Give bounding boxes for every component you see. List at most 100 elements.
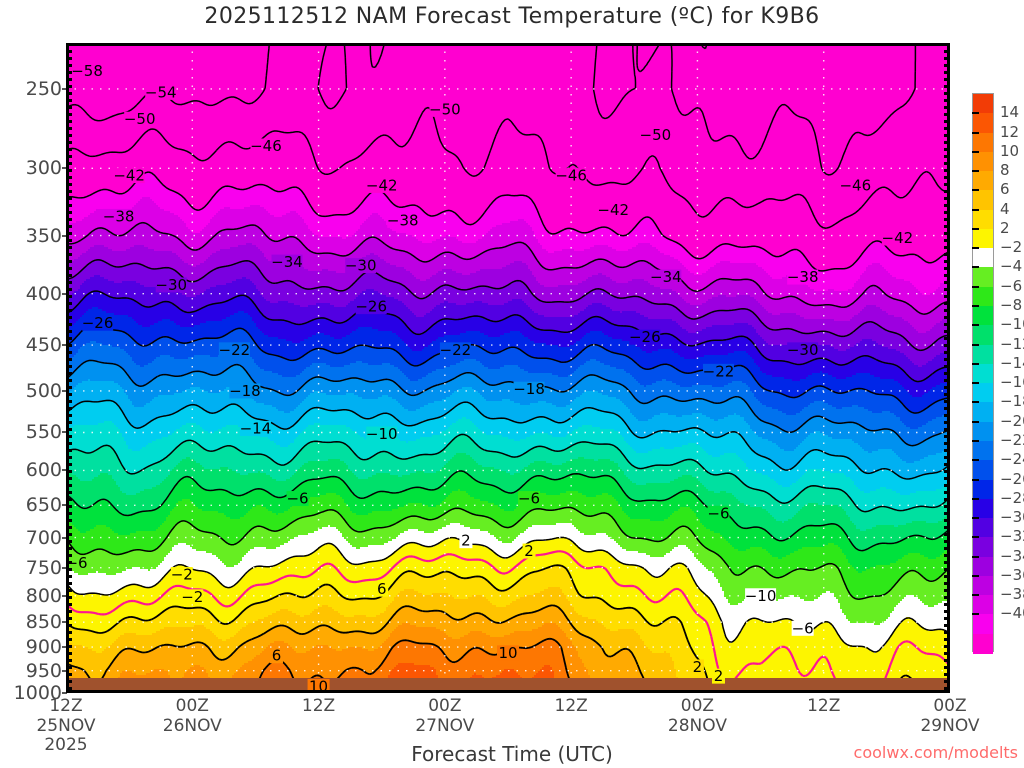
contour-label-halo	[124, 111, 156, 127]
x-axis-year: 2025	[44, 735, 88, 756]
colorbar-swatch	[973, 306, 993, 326]
colorbar-swatch	[973, 556, 993, 577]
contour-label-halo	[286, 491, 309, 507]
x-axis-title: Forecast Time (UTC)	[411, 742, 613, 766]
y-axis-label: 250	[25, 77, 62, 100]
colorbar-swatch	[973, 421, 993, 442]
contour-label: −54	[145, 83, 177, 101]
contour-label: −2	[181, 588, 203, 606]
contour-label-halo	[459, 533, 473, 549]
contour-label-halo	[366, 426, 398, 442]
colorbar-swatch	[973, 171, 993, 191]
colorbar-swatch	[973, 440, 993, 461]
colorbar-tick	[972, 247, 979, 250]
contour-label-halo	[113, 168, 145, 184]
colorbar-tick	[972, 401, 979, 404]
contour-label: −42	[366, 176, 398, 194]
contour-label-halo	[597, 202, 629, 218]
y-axis-tick	[62, 692, 67, 694]
contour-label-halo	[702, 363, 734, 379]
colorbar-swatch	[973, 151, 993, 172]
contour-label-halo	[345, 258, 377, 274]
contour-label: 2	[714, 667, 724, 685]
x-axis: 12Z 25NOV 2025 00Z 26NOV 12Z 00Z 27NOV 12Z 00Z 28N…	[0, 696, 1024, 757]
plot-canvas: −58 −54 −50 −50 −50 −46 −46 −46 −42 −42 −42 −42 −38 −…	[66, 43, 950, 693]
contour-label-halo	[269, 648, 283, 664]
colorbar-swatch	[973, 190, 993, 211]
colorbar-tick	[972, 478, 979, 481]
y-axis-label: 400	[25, 282, 62, 305]
y-axis-tick	[62, 566, 67, 569]
colorbar-tick-label: −12	[1000, 334, 1024, 353]
contour-label-halo	[707, 505, 730, 521]
contour-fill-svg: −58 −54 −50 −50 −50 −46 −46 −46 −42 −42 −42 −42 −38 −…	[66, 43, 950, 693]
title-text: 2025112512 NAM Forecast Temperature (ºC)…	[204, 4, 820, 29]
colorbar-tick-label: 14	[1000, 103, 1020, 122]
contour-line	[66, 221, 950, 315]
colorbar[interactable]	[972, 93, 994, 654]
contour-label: −10	[745, 587, 777, 605]
contour-label: −26	[82, 314, 114, 332]
colorbar-tick-label: −20	[1000, 411, 1024, 430]
y-axis-tick	[62, 344, 67, 347]
colorbar-tick-label: 10	[1000, 141, 1020, 160]
contour-label: −30	[787, 341, 819, 359]
y-axis-label: 600	[25, 459, 62, 482]
contour-lines	[66, 43, 950, 693]
contour-label: −38	[103, 207, 135, 225]
y-axis-label: 350	[25, 224, 62, 247]
x-axis-label: 12Z	[302, 696, 335, 717]
colorbar-tick	[972, 324, 979, 327]
y-axis-label: 700	[25, 526, 62, 549]
contour-label: −38	[387, 211, 419, 229]
colorbar-swatch	[973, 267, 993, 288]
colorbar-swatch	[973, 575, 993, 596]
colorbar-tick-label: −30	[1000, 508, 1024, 527]
contour-label-halo	[355, 299, 387, 315]
contour-label-halo	[518, 491, 541, 507]
contour-label-halo	[522, 543, 536, 559]
y-axis-tick	[62, 621, 67, 624]
contour-label: −42	[113, 167, 145, 185]
colorbar-tick-label: −24	[1000, 450, 1024, 469]
contour-label-halo	[218, 342, 250, 358]
y-axis: 250 300 350 400 450 500 550 600 650 700 750 800 850 9…	[0, 43, 67, 704]
colorbar-tick-label: 4	[1000, 199, 1010, 218]
watermark: coolwx.com/modelts	[853, 743, 1018, 762]
contour-label: −34	[650, 268, 682, 286]
contour-label: −34	[271, 253, 303, 271]
contour-label-halo	[439, 342, 471, 358]
colorbar-tick	[972, 439, 979, 442]
colorbar-tick-label: −14	[1000, 353, 1024, 372]
contour-label-halo	[429, 101, 461, 117]
contour-line	[66, 506, 950, 600]
contour-label: 10	[498, 644, 517, 662]
colorbar-tick	[972, 362, 979, 365]
contour-label: −50	[429, 100, 461, 118]
contour-label-halo	[839, 177, 871, 193]
contour-label-halo	[250, 138, 282, 154]
contour-label-halo	[787, 342, 819, 358]
x-axis-date: 25NOV	[36, 715, 96, 736]
y-axis-tick	[62, 292, 67, 295]
contour-label-halo	[513, 381, 545, 397]
y-axis-tick	[62, 536, 67, 539]
plot-frame	[66, 43, 950, 693]
colorbar-gradient	[972, 93, 994, 654]
page-title: 2025112512 NAM Forecast Temperature (ºC)…	[0, 4, 1024, 29]
colorbar-tick-label: 2	[1000, 218, 1010, 237]
colorbar-tick-label: 8	[1000, 161, 1010, 180]
colorbar-tick-label: −18	[1000, 392, 1024, 411]
plot-area[interactable]: −58 −54 −50 −50 −50 −46 −46 −46 −42 −42 −42 −42 −38 −…	[66, 43, 950, 693]
colorbar-tick	[972, 497, 979, 500]
x-axis-label: 00Z 26NOV	[163, 696, 222, 736]
y-axis-label: 500	[25, 379, 62, 402]
colorbar-tick	[972, 574, 979, 577]
contour-label: −26	[629, 328, 661, 346]
colorbar-tick-label: −10	[1000, 315, 1024, 334]
contour-label-halo	[71, 63, 103, 79]
contour-label-halo	[745, 588, 777, 604]
colorbar-swatch	[973, 132, 993, 153]
colorbar-swatch	[973, 325, 993, 346]
x-axis-date: 27NOV	[415, 715, 475, 736]
